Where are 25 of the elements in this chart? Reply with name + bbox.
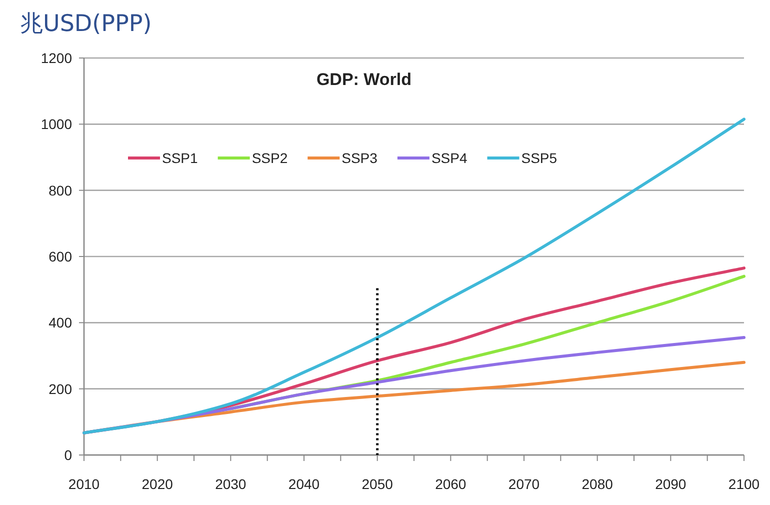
legend-label: SSP1 [162, 150, 198, 166]
y-tick-label: 200 [48, 380, 72, 397]
legend-label: SSP5 [521, 150, 558, 166]
y-axis-title: 兆USD(PPP) [20, 11, 152, 37]
text: GDP: World [316, 70, 412, 89]
y-tick-label: 400 [48, 314, 72, 331]
x-tick-label: 2100 [728, 476, 760, 492]
y-tick-label: 800 [48, 182, 72, 198]
x-tick-label: 2050 [362, 476, 394, 492]
y-tick-label: 0 [64, 447, 72, 463]
y-tick-label: 1000 [40, 116, 72, 132]
x-tick-label: 2020 [142, 476, 174, 492]
x-tick-label: 2080 [582, 476, 614, 492]
legend-label: SSP2 [252, 150, 288, 166]
legend-label: SSP4 [431, 150, 468, 166]
x-tick-label: 2070 [508, 476, 540, 492]
x-tick-label: 2040 [288, 476, 320, 492]
x-tick-label: 2060 [435, 476, 466, 492]
y-tick-label: 1200 [40, 50, 72, 66]
legend-label: SSP3 [342, 150, 378, 166]
x-tick-label: 2090 [655, 476, 686, 492]
line-series [82, 118, 746, 434]
x-tick-label: 2030 [215, 476, 246, 492]
y-tick-label: 600 [48, 248, 72, 264]
x-tick-label: 2010 [68, 476, 100, 492]
